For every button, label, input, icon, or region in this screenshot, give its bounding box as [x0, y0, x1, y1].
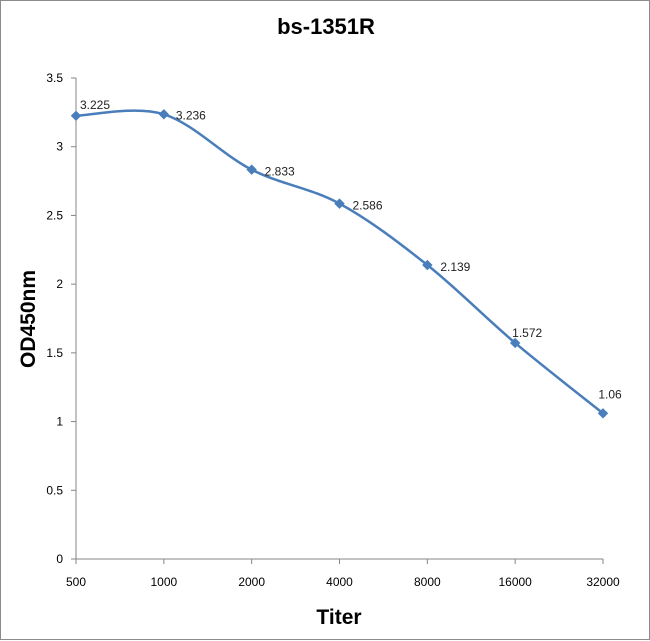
y-tick-label: 3.5 [46, 71, 63, 85]
data-point-marker [70, 110, 82, 122]
data-label: 3.225 [80, 98, 110, 112]
data-label: 2.833 [265, 165, 295, 179]
data-point-marker [158, 109, 170, 120]
labels-layer: 3.225 3.236 2.833 2.586 2.139 1.572 1.06 [80, 98, 622, 402]
data-point-marker [509, 337, 521, 349]
x-tick-label: 2000 [238, 575, 265, 589]
x-tick-label: 1000 [150, 575, 177, 589]
x-tick-label: 8000 [414, 575, 441, 589]
y-tick-label: 3 [56, 140, 63, 154]
y-tick-label: 0.5 [46, 483, 63, 497]
x-tick-label: 32000 [586, 575, 620, 589]
x-tick-label: 500 [66, 575, 86, 589]
data-label: 1.06 [598, 387, 622, 401]
data-point-marker [246, 164, 257, 175]
y-axis-title: OD450nm [17, 270, 40, 368]
data-point-marker [334, 198, 345, 209]
y-tick-label: 1.5 [46, 346, 63, 360]
data-point-marker [597, 408, 609, 419]
y-tick-label: 2.5 [46, 208, 63, 222]
axes: 0 0.5 1 1.5 2 2.5 3 3.5 500 1000 2000 4000 8000 16000… [46, 71, 620, 589]
series-layer [70, 109, 609, 419]
chart-title: bs-1351R [277, 14, 375, 39]
x-axis-title: Titer [316, 606, 361, 629]
data-label: 1.572 [512, 326, 542, 340]
data-label: 2.586 [353, 199, 383, 213]
y-tick-label: 2 [56, 277, 63, 291]
y-tick-label: 0 [56, 552, 63, 566]
x-tick-label: 16000 [498, 575, 532, 589]
series-line [74, 109, 605, 415]
data-point-marker [422, 259, 433, 271]
y-tick-label: 1 [56, 415, 63, 429]
data-label: 2.139 [440, 260, 470, 274]
data-label: 3.236 [176, 108, 206, 122]
x-tick-label: 4000 [326, 575, 353, 589]
